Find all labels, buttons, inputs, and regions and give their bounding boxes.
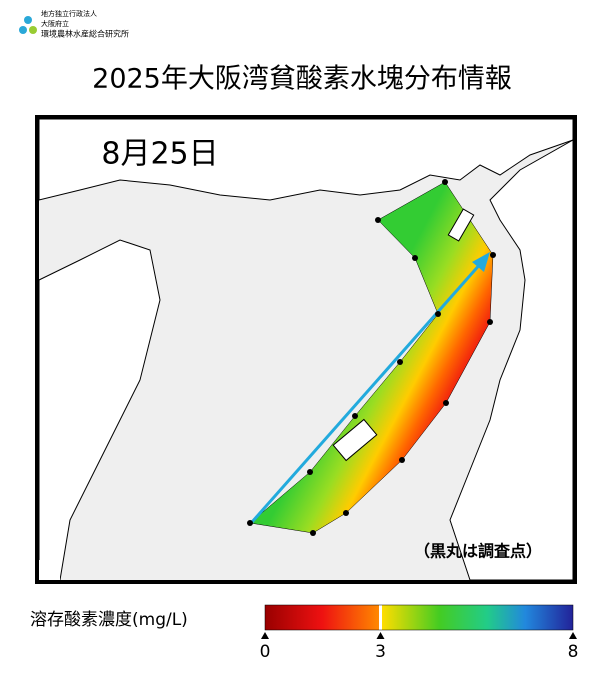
tick-mark	[261, 632, 269, 639]
tick-label: 3	[375, 642, 386, 662]
tick-mark	[569, 632, 577, 639]
colorbar: 0 3 8	[260, 604, 579, 662]
note: （黒丸は調査点）	[414, 542, 542, 561]
date-label: 8月25日	[101, 137, 218, 172]
org-line: 大阪府立	[41, 19, 69, 28]
colorbar-frame	[264, 604, 574, 631]
org-line: 環境農林水産総合研究所	[41, 29, 129, 39]
colorbar-high	[382, 605, 573, 630]
tick-label: 8	[568, 642, 579, 662]
title: 2025年大阪湾貧酸素水塊分布情報	[92, 64, 512, 95]
tick-label: 0	[260, 642, 271, 662]
colorbar-label: 溶存酸素濃度(mg/L)	[30, 610, 188, 630]
logo: 地方独立行政法人 大阪府立 環境農林水産総合研究所	[19, 9, 129, 39]
org-line: 地方独立行政法人	[41, 9, 97, 18]
colorbar-low	[265, 605, 379, 630]
tick-mark	[376, 632, 385, 639]
map: 8月25日 （黒丸は調査点）	[35, 115, 577, 584]
